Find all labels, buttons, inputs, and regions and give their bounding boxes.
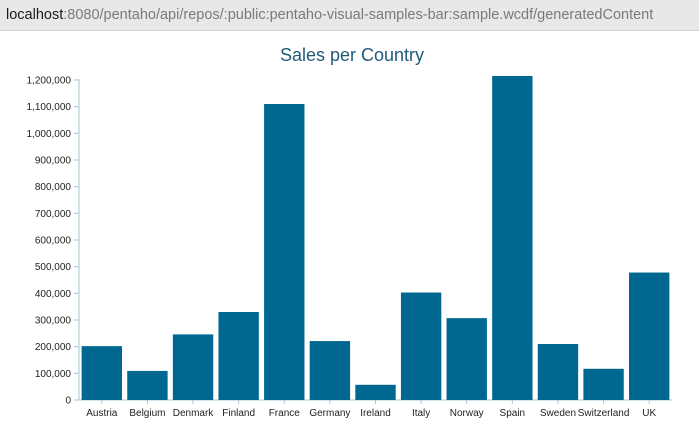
y-tick-label: 1,100,000 [27,102,72,113]
bar-switzerland[interactable] [583,368,624,400]
x-tick-label: Ireland [360,408,391,419]
y-tick-label: 800,000 [35,182,72,193]
url-path: :8080/pentaho/api/repos/:public:pentaho-… [63,7,654,23]
chart-title: Sales per Country [280,45,424,65]
bar-belgium[interactable] [127,370,168,400]
x-tick-label: Belgium [129,408,165,419]
y-tick-label: 500,000 [35,262,72,273]
y-tick-label: 1,000,000 [27,129,72,140]
bars [81,76,670,400]
bar-france[interactable] [264,104,305,400]
x-tick-label: Spain [500,408,526,419]
bar-spain[interactable] [492,76,533,400]
x-tick-label: Norway [450,408,484,419]
chart-area: Sales per Country 0 100,000 200,000 300,000… [0,31,699,445]
bar-uk[interactable] [629,272,670,400]
y-tick-label: 1,200,000 [27,76,72,87]
bar-germany[interactable] [309,341,351,400]
y-tick-label: 400,000 [35,289,72,300]
x-tick-label: Italy [412,408,430,419]
x-tick-label: Sweden [540,408,576,419]
y-tick-label: 700,000 [35,209,72,220]
y-tick-label: 200,000 [35,342,72,353]
bar-chart: Sales per Country 0 100,000 200,000 300,000… [27,45,672,419]
y-tick-label: 900,000 [35,156,72,167]
y-tick-label: 100,000 [35,369,72,380]
x-tick-label: Switzerland [578,408,630,419]
bar-sweden[interactable] [537,344,579,400]
bar-denmark[interactable] [172,334,214,400]
x-tick-label: Austria [86,408,118,419]
y-tick-label: 0 [65,396,71,407]
y-axis: 0 100,000 200,000 300,000 400,000 500,000 600,… [27,76,80,407]
x-tick-label: Germany [309,408,350,419]
bar-finland[interactable] [218,312,259,400]
bar-ireland[interactable] [355,384,396,400]
x-axis: Austria Belgium Denmark Finland France German… [79,399,672,419]
x-tick-label: France [269,408,301,419]
bar-austria[interactable] [81,346,122,400]
address-bar[interactable]: localhost:8080/pentaho/api/repos/:public… [0,0,699,31]
bar-norway[interactable] [446,318,487,400]
bar-italy[interactable] [400,292,442,400]
y-tick-label: 600,000 [35,236,72,247]
x-tick-label: Finland [222,408,255,419]
x-tick-label: Denmark [173,408,215,419]
url-host: localhost [6,7,64,23]
x-tick-label: UK [642,408,656,419]
y-tick-label: 300,000 [35,316,72,327]
